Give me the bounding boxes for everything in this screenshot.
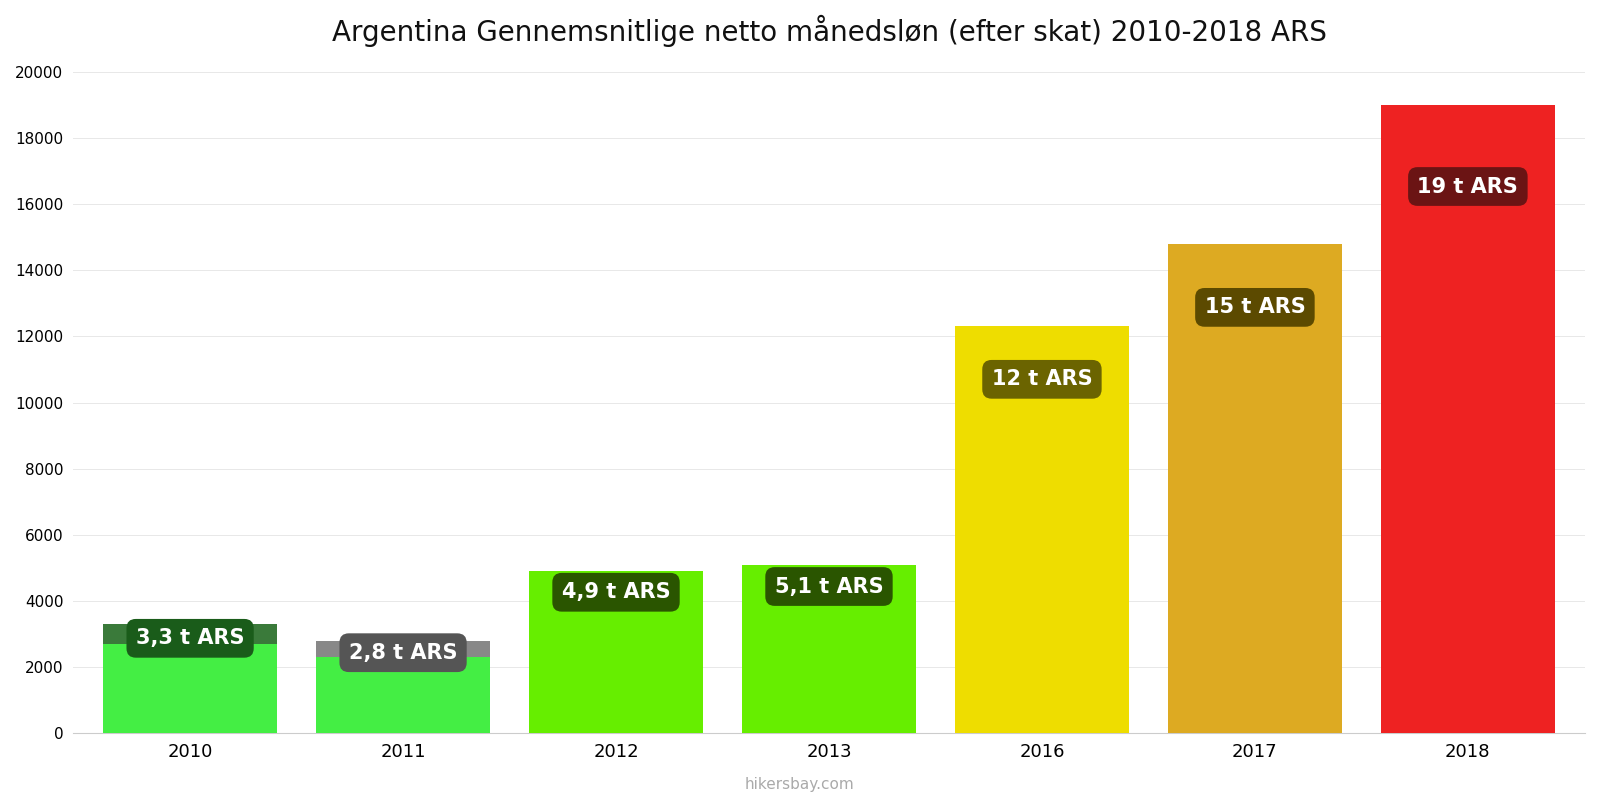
Bar xyxy=(315,641,490,734)
Text: 5,1 t ARS: 5,1 t ARS xyxy=(774,577,883,597)
Bar xyxy=(742,565,917,734)
Title: Argentina Gennemsnitlige netto månedsløn (efter skat) 2010-2018 ARS: Argentina Gennemsnitlige netto månedsløn… xyxy=(331,15,1326,47)
Bar xyxy=(528,571,704,734)
Bar xyxy=(102,624,277,644)
Text: 12 t ARS: 12 t ARS xyxy=(992,370,1093,390)
Bar xyxy=(955,326,1130,734)
Text: hikersbay.com: hikersbay.com xyxy=(746,777,854,792)
Bar xyxy=(1381,105,1555,734)
Text: 15 t ARS: 15 t ARS xyxy=(1205,298,1306,318)
Bar xyxy=(315,641,490,658)
Bar xyxy=(1168,244,1342,734)
Text: 19 t ARS: 19 t ARS xyxy=(1418,177,1518,197)
Text: 3,3 t ARS: 3,3 t ARS xyxy=(136,628,245,648)
Bar xyxy=(102,624,277,734)
Text: 4,9 t ARS: 4,9 t ARS xyxy=(562,582,670,602)
Text: 2,8 t ARS: 2,8 t ARS xyxy=(349,642,458,662)
